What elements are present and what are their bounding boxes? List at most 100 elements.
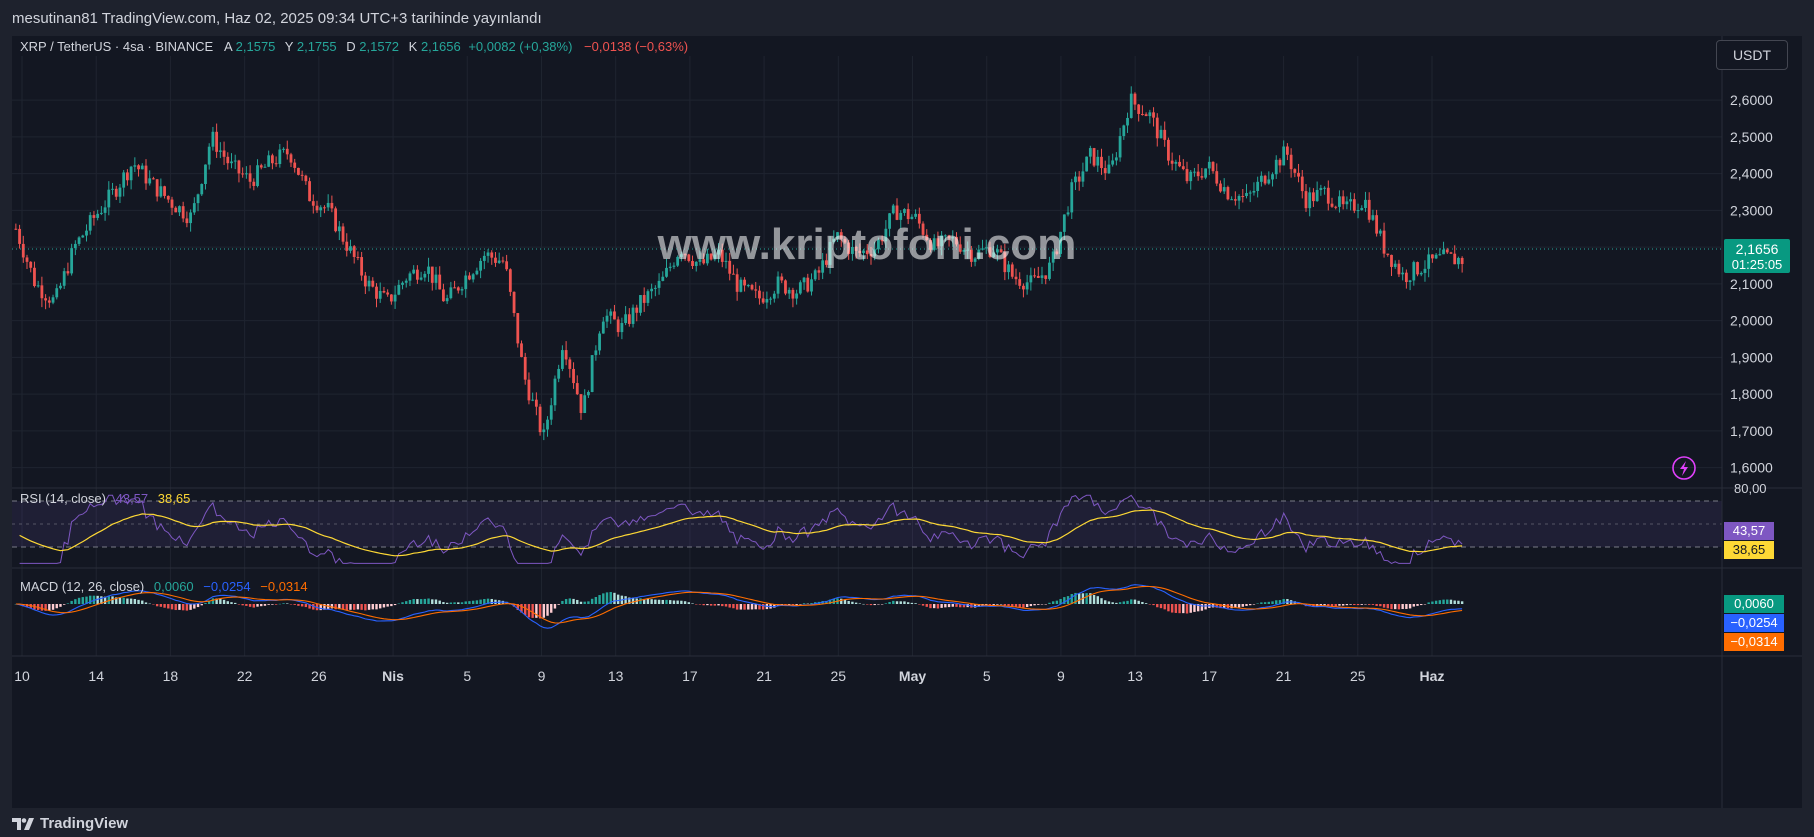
candle-body [293,162,297,168]
rsi-value-badge [1724,522,1774,540]
candle-body [1100,156,1103,169]
candle-body [1226,187,1230,200]
macd-histogram-bar [646,598,650,604]
candle-body [850,246,854,254]
candle-body [1457,257,1460,265]
macd-histogram-bar [1249,604,1252,606]
macd-histogram-bar [1070,594,1073,604]
candle-body [1252,190,1256,193]
candle-body [538,406,542,433]
candle-body [1297,172,1300,177]
macd-legend-title: MACD (12, 26, close) [20,579,144,594]
candle-body [650,288,654,292]
candle-body [1442,249,1445,255]
candle-body [1081,171,1085,182]
macd-histogram-bar [1215,604,1218,608]
candle-body [512,291,516,314]
candle-body [947,235,951,239]
candle-body [185,218,189,224]
candle-body [1215,171,1219,184]
candle-body [170,199,174,208]
macd-histogram-bar [263,604,267,606]
macd-signal-badge [1724,633,1784,651]
candle-body [70,248,74,274]
time-tick-label: 18 [163,668,179,684]
tradingview-brand[interactable]: TradingView [12,815,128,832]
macd-histogram-bar [880,604,884,605]
candle-body [616,319,620,333]
macd-histogram-bar [475,600,479,604]
macd-histogram-bar [48,604,51,611]
macd-histogram-bar [196,604,200,608]
macd-histogram-bar [1420,604,1423,606]
macd-histogram-bar [282,603,285,604]
candle-body [995,249,999,253]
candle-body [300,174,304,176]
macd-histogram-bar [267,604,270,605]
candle-body [776,276,780,294]
macd-histogram-bar [1148,604,1152,605]
macd-histogram-bar [245,604,248,606]
candle-body [51,297,55,303]
macd-histogram-bar [438,600,441,604]
macd-histogram-bar [732,604,735,609]
candle-body [267,155,271,167]
candle-body [679,254,683,257]
macd-histogram-bar [457,602,460,604]
candle-body [1152,112,1155,118]
macd-histogram-bar [1282,598,1285,604]
candle-body [256,165,259,186]
quote-currency-button[interactable]: USDT [1716,40,1788,70]
macd-histogram-bar [1007,604,1010,606]
candle-body [1364,199,1367,208]
macd-histogram-bar [1375,604,1378,606]
macd-histogram-bar [260,604,263,607]
candle-body [1445,249,1449,253]
macd-histogram-bar [999,604,1003,605]
macd-histogram-bar [1152,604,1155,606]
macd-histogram-bar [1055,600,1059,604]
candle-body [553,378,557,406]
macd-histogram-bar [1204,604,1207,610]
candle-body [468,275,471,280]
candle-body [389,294,393,302]
macd-histogram-bar [449,602,453,604]
macd-histogram-bar [1003,604,1007,606]
candle-body [430,266,434,283]
candle-body [810,279,813,292]
candle-body [1390,254,1393,267]
candlestick-series[interactable] [14,86,1464,441]
macd-histogram-bar [1353,604,1356,606]
macd-histogram-bar [141,600,144,604]
macd-histogram-bar [1312,604,1315,607]
candle-body [746,285,750,287]
candle-body [1181,166,1185,170]
rsi-legend-title: RSI (14, close) [20,491,106,506]
macd-histogram-bar [349,604,352,610]
macd-histogram-bar [550,604,553,613]
time-tick-label: 9 [1057,668,1065,684]
publish-header: mesutinan81 TradingView.com, Haz 02, 202… [0,0,1814,36]
macd-histogram-bar [787,604,791,605]
time-axis[interactable]: 10 14 18 22 26 Nis 5 9 13 17 21 25 May 5 9 13 17 21 25 Haz [14,668,1444,684]
macd-histogram-bar [1167,604,1170,612]
chart-area[interactable]: www.kriptofoni.com 2,6000 2,5000 2,4000 2,3… [12,36,1802,808]
macd-histogram-bar [1349,604,1352,605]
publish-info: mesutinan81 TradingView.com, Haz 02, 202… [12,10,542,27]
chart-background [12,36,1802,808]
candle-body [44,298,48,301]
candle-body [932,238,936,250]
candle-body [233,160,237,162]
lightning-icon[interactable] [1672,456,1696,480]
macd-histogram-bar [1278,600,1282,604]
candle-body [1114,157,1118,161]
legend-low-label: D [346,39,355,54]
macd-histogram-bar [118,597,122,604]
macd-histogram-bar [553,604,557,609]
candle-body [531,399,535,401]
chart-svg[interactable]: www.kriptofoni.com 2,6000 2,5000 2,4000 2,3… [12,36,1802,808]
macd-histogram-bar [193,604,196,609]
candle-body [207,146,211,165]
macd-histogram-bar [739,604,743,610]
candle-body [1338,196,1341,207]
